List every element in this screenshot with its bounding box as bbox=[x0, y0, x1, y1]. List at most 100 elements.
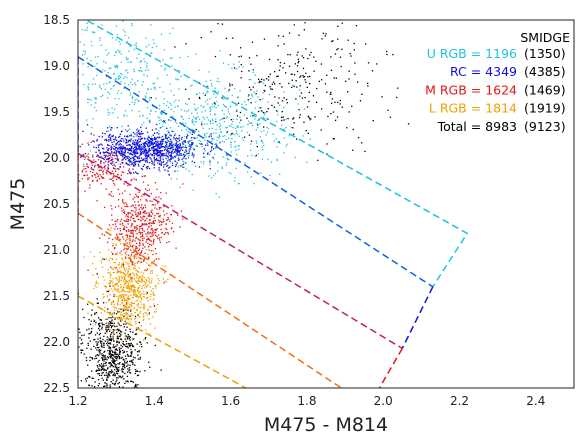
data-point bbox=[174, 106, 177, 108]
data-point bbox=[164, 119, 166, 122]
data-point bbox=[105, 154, 107, 156]
data-point bbox=[114, 175, 116, 177]
data-point bbox=[141, 234, 144, 236]
data-point bbox=[227, 90, 230, 92]
data-point bbox=[117, 150, 119, 152]
data-point bbox=[106, 329, 109, 331]
data-point bbox=[214, 172, 216, 175]
data-point bbox=[134, 240, 136, 242]
data-point bbox=[156, 208, 158, 210]
data-point bbox=[131, 286, 133, 288]
data-point bbox=[90, 320, 92, 322]
data-point bbox=[146, 138, 148, 140]
data-point bbox=[181, 142, 184, 144]
data-point bbox=[133, 172, 135, 174]
data-point bbox=[98, 374, 101, 377]
data-point bbox=[238, 183, 240, 185]
data-point bbox=[176, 151, 179, 153]
data-point bbox=[322, 32, 325, 34]
data-point bbox=[94, 338, 96, 341]
data-point bbox=[232, 37, 234, 39]
data-point bbox=[230, 146, 232, 148]
data-point bbox=[193, 154, 195, 156]
data-point bbox=[121, 346, 124, 348]
data-point bbox=[142, 115, 144, 117]
data-point bbox=[117, 311, 119, 313]
data-point bbox=[143, 137, 146, 139]
data-point bbox=[128, 144, 130, 146]
data-point bbox=[138, 279, 140, 281]
data-point bbox=[210, 83, 213, 85]
data-point bbox=[149, 323, 152, 325]
data-point bbox=[209, 134, 211, 136]
data-point bbox=[146, 107, 149, 109]
data-point bbox=[127, 286, 129, 288]
data-point bbox=[219, 50, 221, 52]
data-point bbox=[135, 256, 137, 258]
data-point bbox=[111, 322, 113, 324]
data-point bbox=[168, 241, 170, 243]
data-point bbox=[127, 212, 129, 214]
data-point bbox=[114, 78, 116, 81]
data-point bbox=[100, 95, 102, 98]
data-point bbox=[175, 149, 177, 151]
data-point bbox=[123, 245, 125, 247]
data-point bbox=[143, 74, 145, 76]
data-point bbox=[206, 132, 208, 135]
data-point bbox=[154, 248, 157, 250]
data-point bbox=[93, 287, 95, 289]
data-point bbox=[157, 156, 160, 158]
data-point bbox=[122, 158, 124, 161]
data-point bbox=[337, 47, 339, 50]
data-point bbox=[173, 94, 175, 96]
data-point bbox=[106, 359, 108, 361]
data-point bbox=[103, 358, 105, 360]
data-point bbox=[89, 184, 91, 186]
data-point bbox=[119, 252, 121, 254]
data-point bbox=[123, 153, 125, 156]
data-point bbox=[119, 303, 121, 306]
data-point bbox=[267, 158, 269, 160]
data-point bbox=[148, 162, 151, 164]
data-point bbox=[165, 223, 167, 225]
data-point bbox=[242, 139, 245, 141]
data-point bbox=[125, 230, 128, 233]
data-point bbox=[260, 172, 262, 174]
data-point bbox=[118, 136, 120, 138]
data-point bbox=[145, 69, 147, 71]
data-point bbox=[102, 147, 104, 149]
data-point bbox=[258, 110, 260, 113]
data-point bbox=[107, 374, 109, 376]
data-point bbox=[143, 230, 145, 232]
data-point bbox=[158, 142, 160, 145]
data-point bbox=[142, 132, 144, 135]
data-point bbox=[193, 161, 196, 164]
data-point bbox=[92, 171, 94, 174]
data-point bbox=[396, 96, 398, 99]
data-point bbox=[137, 161, 139, 163]
data-point bbox=[93, 140, 95, 143]
data-point bbox=[387, 109, 389, 111]
data-point bbox=[116, 341, 119, 343]
data-point bbox=[113, 372, 115, 374]
data-point bbox=[90, 332, 92, 334]
data-point bbox=[185, 158, 187, 160]
data-point bbox=[153, 152, 155, 154]
data-point bbox=[231, 123, 233, 125]
data-point bbox=[174, 165, 177, 168]
data-point bbox=[114, 373, 116, 375]
data-point bbox=[193, 103, 196, 105]
data-point bbox=[103, 360, 105, 362]
data-point bbox=[283, 152, 285, 154]
data-point bbox=[119, 166, 121, 168]
data-point bbox=[109, 400, 110, 401]
data-point bbox=[113, 352, 116, 354]
data-point bbox=[158, 147, 160, 150]
data-point bbox=[96, 63, 98, 65]
data-point bbox=[126, 346, 128, 348]
data-point bbox=[146, 159, 148, 161]
data-point bbox=[125, 234, 127, 236]
data-point bbox=[155, 140, 157, 143]
data-point bbox=[135, 144, 137, 146]
data-point bbox=[201, 111, 203, 113]
